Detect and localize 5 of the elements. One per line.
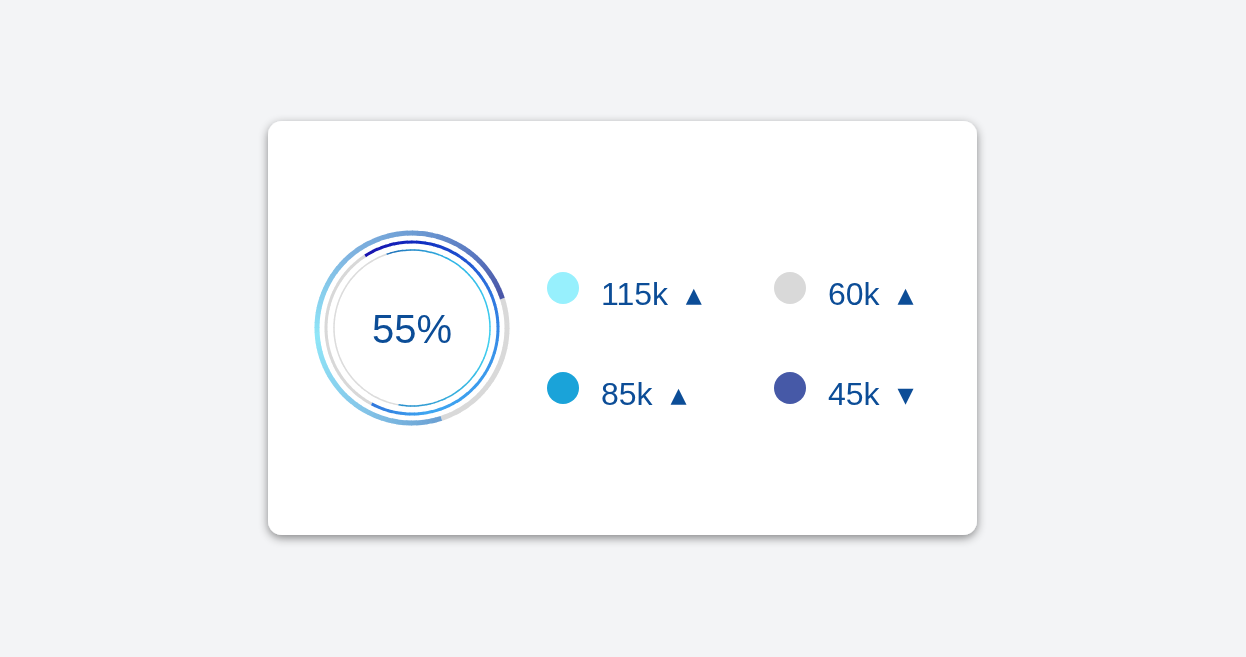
data-label: 85k ▴ (601, 376, 687, 412)
data-label: 45k ▾ (828, 376, 914, 412)
text: 55% (371, 307, 453, 351)
data-label: 115k ▴ (601, 276, 702, 312)
data-label: 60k ▴ (828, 276, 914, 312)
